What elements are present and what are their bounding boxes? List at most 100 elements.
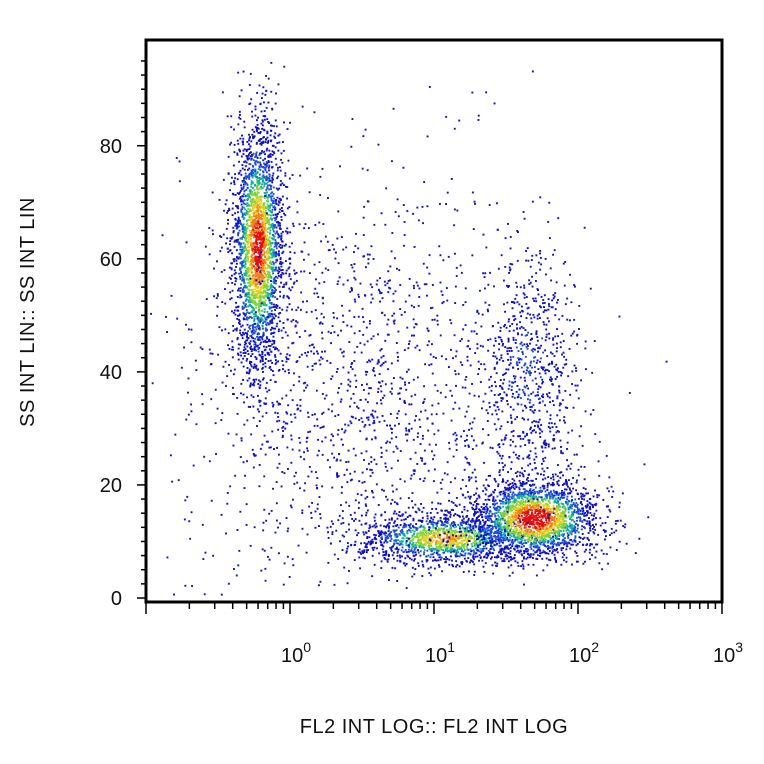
data-point bbox=[269, 321, 272, 324]
data-point bbox=[449, 511, 452, 514]
data-point bbox=[260, 317, 263, 319]
data-point bbox=[262, 327, 264, 330]
data-point bbox=[293, 269, 296, 272]
data-point bbox=[461, 515, 464, 518]
data-point bbox=[282, 203, 284, 206]
data-point bbox=[256, 286, 259, 288]
data-point bbox=[252, 396, 255, 398]
data-point bbox=[431, 549, 433, 552]
data-point bbox=[259, 328, 261, 331]
data-point bbox=[261, 232, 264, 235]
data-point bbox=[505, 530, 508, 533]
data-point bbox=[449, 515, 452, 518]
data-point bbox=[455, 540, 458, 543]
data-point bbox=[250, 224, 253, 227]
data-point bbox=[269, 226, 272, 229]
data-point bbox=[271, 144, 274, 147]
data-point bbox=[263, 301, 266, 304]
data-point bbox=[227, 155, 230, 158]
data-point bbox=[550, 491, 552, 494]
data-point bbox=[260, 246, 263, 249]
data-point bbox=[527, 513, 530, 516]
data-point bbox=[480, 550, 483, 553]
data-point bbox=[258, 326, 261, 329]
data-point bbox=[477, 549, 479, 552]
data-point bbox=[296, 200, 299, 203]
data-point bbox=[569, 467, 572, 470]
data-point bbox=[560, 496, 562, 499]
data-point bbox=[244, 257, 247, 260]
data-point bbox=[458, 565, 461, 568]
data-point bbox=[274, 132, 277, 135]
data-point bbox=[447, 517, 449, 520]
data-point bbox=[260, 243, 263, 246]
data-point bbox=[260, 260, 263, 262]
data-point bbox=[222, 233, 225, 236]
data-point bbox=[266, 171, 268, 174]
data-point bbox=[399, 515, 402, 517]
data-point bbox=[416, 527, 419, 530]
data-point bbox=[421, 575, 424, 577]
data-point bbox=[253, 285, 256, 288]
data-point bbox=[242, 201, 245, 203]
data-point bbox=[261, 296, 264, 299]
data-point bbox=[393, 521, 396, 524]
data-point bbox=[464, 536, 467, 539]
data-point bbox=[264, 304, 267, 306]
data-point bbox=[542, 540, 545, 542]
data-point bbox=[448, 558, 451, 561]
data-point bbox=[244, 303, 247, 306]
data-point bbox=[253, 313, 255, 316]
data-point bbox=[256, 262, 259, 264]
data-point bbox=[487, 516, 490, 519]
data-point bbox=[249, 301, 252, 303]
data-point bbox=[286, 227, 289, 230]
data-point bbox=[397, 542, 400, 545]
data-point bbox=[248, 148, 251, 150]
data-point bbox=[425, 543, 427, 546]
data-point bbox=[245, 318, 248, 321]
data-point bbox=[254, 200, 257, 202]
data-point bbox=[394, 524, 397, 527]
data-point bbox=[267, 360, 270, 362]
data-point bbox=[454, 538, 456, 541]
data-point bbox=[438, 536, 441, 539]
data-point bbox=[488, 538, 491, 541]
data-point bbox=[264, 362, 267, 365]
data-point bbox=[275, 92, 277, 95]
data-point bbox=[242, 278, 245, 281]
data-point bbox=[259, 253, 261, 256]
data-point bbox=[439, 556, 442, 559]
data-point bbox=[276, 169, 279, 172]
data-point bbox=[446, 521, 449, 524]
data-point bbox=[277, 275, 280, 277]
data-point bbox=[260, 355, 263, 358]
data-point bbox=[261, 127, 264, 130]
data-point bbox=[508, 495, 511, 498]
data-point bbox=[263, 258, 265, 261]
data-point bbox=[220, 236, 223, 238]
data-point bbox=[271, 179, 273, 182]
data-point bbox=[563, 559, 565, 562]
data-point bbox=[272, 172, 275, 175]
data-point bbox=[252, 283, 254, 286]
data-point bbox=[555, 549, 558, 552]
data-point bbox=[249, 155, 252, 158]
data-point bbox=[255, 235, 258, 238]
data-point bbox=[558, 492, 561, 495]
data-point bbox=[266, 287, 268, 290]
data-point bbox=[244, 304, 247, 307]
data-point bbox=[267, 258, 269, 261]
data-point bbox=[232, 393, 234, 395]
data-point bbox=[279, 352, 282, 355]
data-point bbox=[236, 225, 239, 228]
data-point bbox=[433, 521, 436, 524]
data-point bbox=[256, 92, 259, 94]
data-point bbox=[552, 527, 555, 530]
data-point bbox=[240, 392, 242, 395]
data-point bbox=[502, 525, 505, 528]
data-point bbox=[250, 433, 253, 436]
data-point bbox=[531, 543, 534, 546]
data-point bbox=[428, 532, 431, 535]
data-point bbox=[250, 221, 253, 224]
